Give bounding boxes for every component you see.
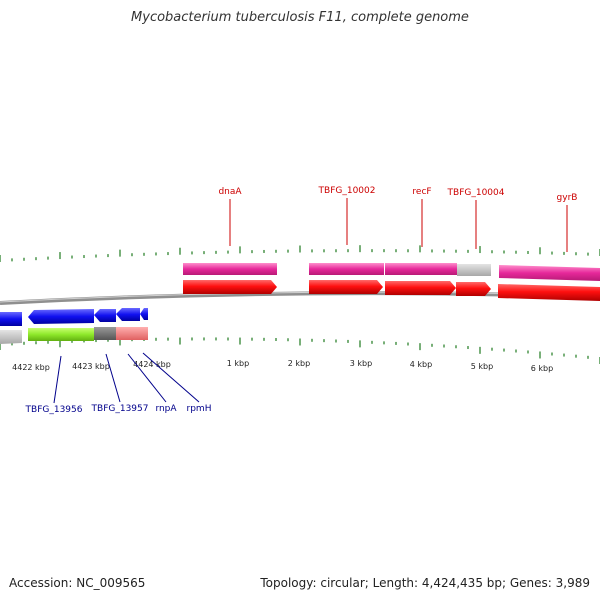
TBFG_10002-gene-arrow[interactable] [309,280,383,294]
TBFG_13957-cds-bar[interactable] [94,327,116,340]
inner-tick-marks [0,337,600,364]
gyrB-cds-bar[interactable] [499,265,600,281]
scale-label: 5 kbp [471,362,493,371]
forward-gene-label[interactable]: recF [412,187,431,197]
outer-tick-marks [0,245,600,262]
forward-gene-label[interactable]: TBFG_10004 [447,188,505,198]
dnaA-cds-bar[interactable] [183,263,277,275]
recF-gene-arrow[interactable] [385,281,456,295]
forward-gene-label[interactable]: gyrB [557,193,578,203]
scale-label: 4424 kbp [133,360,171,369]
leader-line [105,353,121,403]
scale-label: 1 kbp [227,359,249,368]
reverse-gene-label[interactable]: rnpA [155,404,177,414]
kbp-scale-labels: 4422 kbp 4423 kbp 4424 kbp 1 kbp 2 kbp 3 kbp 4… [12,359,553,373]
scale-label: 4423 kbp [72,362,110,371]
rnpA-cds-bar[interactable] [116,327,148,340]
leader-line [53,355,62,404]
TBFG_13956-cds-bar[interactable] [28,328,94,341]
topology-length-genes-text: Topology: circular; Length: 4,424,435 bp… [260,576,590,590]
reverse-gene-labels: TBFG_13956 TBFG_13957 rnpA rpmH [25,352,212,415]
forward-gene-label[interactable]: dnaA [218,187,242,197]
TBFG_13956-gene-arrow[interactable] [28,309,94,324]
TBFG_10004-cds-bar[interactable] [457,264,491,276]
reverse-gene-label[interactable]: TBFG_13957 [91,404,149,414]
gyrB-gene-arrow[interactable] [498,284,600,301]
scale-label: 3 kbp [350,359,372,368]
accession-text: Accession: NC_009565 [9,576,146,590]
TBFG_10002-cds-bar[interactable] [309,263,384,275]
reverse-gene-track [0,308,148,326]
reverse-gene-label[interactable]: rpmH [187,404,212,414]
forward-gene-label[interactable]: TBFG_10002 [318,186,376,196]
rnpA-gene-arrow[interactable] [116,308,140,321]
scale-label: 4422 kbp [12,363,50,372]
TBFG_10004-gene-arrow[interactable] [456,282,491,296]
forward-gene-track [183,280,600,301]
scale-label: 2 kbp [288,359,310,368]
leader-line [127,353,167,403]
reverse-cds-track [0,327,148,344]
rpmH-gene-arrow[interactable] [140,308,148,320]
forward-gene-labels: dnaA TBFG_10002 recF TBFG_10004 gyrB [218,186,577,252]
genome-title: Mycobacterium tuberculosis F11, complete… [131,10,469,25]
scale-label: 6 kbp [531,364,553,373]
recF-cds-bar[interactable] [385,263,457,275]
reverse-cds-offscreen[interactable] [0,330,22,344]
reverse-gene-label[interactable]: TBFG_13956 [25,405,83,415]
reverse-gene-arrow-offscreen[interactable] [0,312,22,326]
TBFG_13957-gene-arrow[interactable] [94,309,116,322]
scale-label: 4 kbp [410,360,432,369]
forward-cds-track [183,263,600,281]
dnaA-gene-arrow[interactable] [183,280,277,294]
leader-line [142,352,200,403]
